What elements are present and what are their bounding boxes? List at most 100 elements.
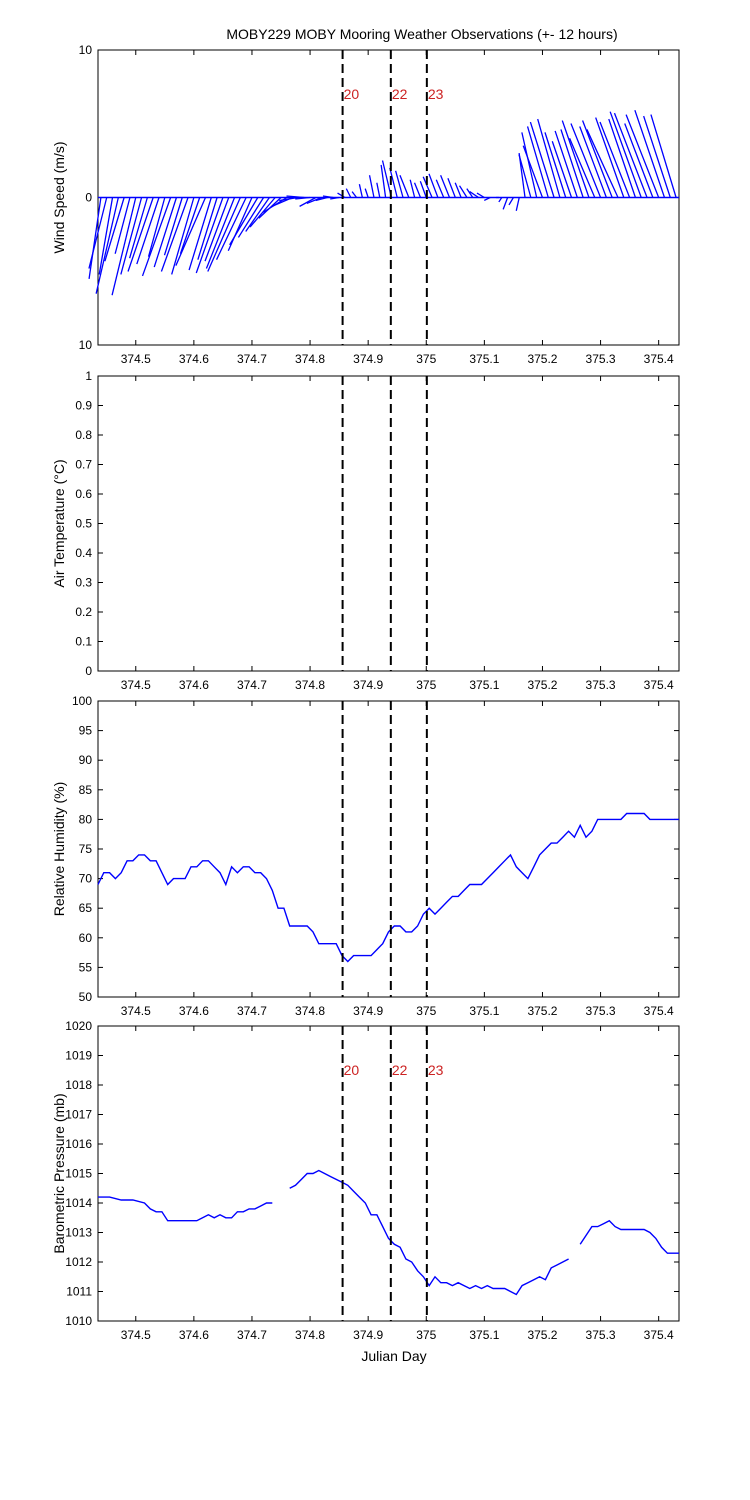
wind-vector	[136, 197, 160, 265]
wind-vector	[544, 132, 567, 198]
y-tick-label: 60	[79, 931, 93, 945]
wind-vector	[299, 196, 317, 207]
wind-vector	[440, 175, 451, 198]
x-tick-label: 374.8	[295, 1004, 325, 1018]
y-tick-label: 50	[79, 990, 93, 1004]
wind-vector	[399, 175, 410, 198]
y-tick-label: 1011	[66, 1285, 92, 1299]
y-tick-label: 0.7	[75, 458, 92, 472]
x-tick-label: 374.7	[237, 352, 267, 366]
y-tick-label: 0.1	[75, 635, 92, 649]
x-tick-label: 374.8	[295, 352, 325, 366]
y-tick-label: 1020	[65, 1019, 92, 1033]
wind-vector	[508, 197, 514, 206]
y-tick-label: 10	[79, 338, 93, 352]
wind-vector	[249, 197, 276, 228]
wind-vector	[120, 197, 143, 275]
y-tick-label: 0.2	[75, 605, 92, 619]
x-tick-label: 375.3	[586, 678, 616, 692]
x-tick-label: 375.4	[644, 678, 674, 692]
event-label: 23	[428, 1062, 444, 1078]
wind-vector	[428, 173, 439, 198]
wind-vector	[279, 196, 299, 202]
y-tick-label: 10	[79, 43, 93, 57]
wind-vector	[380, 164, 387, 198]
x-tick-label: 374.5	[121, 352, 151, 366]
wind-vector	[469, 191, 479, 199]
wind-vector	[526, 126, 549, 198]
wind-vector	[389, 167, 398, 198]
wind-vector	[515, 197, 520, 211]
wind-vector	[322, 195, 334, 199]
wind-vector	[351, 191, 358, 198]
wind-vector	[466, 188, 474, 198]
x-tick-label: 375.2	[527, 1328, 557, 1342]
wind-vector	[561, 120, 590, 198]
y-tick-label: 1017	[65, 1108, 92, 1122]
y-tick-label: 90	[79, 753, 93, 767]
wind-vector	[579, 126, 607, 198]
y-tick-label: 0	[85, 191, 92, 205]
y-tick-label: 1015	[65, 1167, 92, 1181]
wind-vector	[188, 197, 212, 271]
wind-vector	[229, 197, 259, 246]
wind-vector	[483, 196, 491, 202]
relative_humidity-line	[97, 812, 679, 963]
y-axis-label: Wind Speed (m/s)	[51, 141, 67, 253]
y-tick-label: 80	[79, 812, 93, 826]
x-tick-label: 374.9	[353, 352, 383, 366]
x-tick-label: 374.6	[179, 1004, 209, 1018]
x-tick-label: 374.6	[179, 1328, 209, 1342]
y-tick-label: 1018	[65, 1078, 92, 1092]
wind-vector	[160, 197, 189, 272]
wind-vector	[624, 123, 654, 198]
wind-vector	[435, 179, 445, 198]
wind-vector	[643, 115, 671, 198]
y-tick-label: 55	[79, 960, 93, 974]
wind-vector	[454, 182, 462, 198]
wind-vector	[88, 197, 108, 269]
wind-vector	[518, 154, 532, 198]
event-label: 20	[344, 86, 360, 102]
wind-vector	[634, 109, 666, 198]
wind-vector	[570, 123, 602, 198]
y-tick-label: 65	[79, 901, 93, 915]
wind-vector	[88, 197, 102, 279]
y-axis-label: Barometric Pressure (mb)	[51, 1093, 67, 1253]
wind-vector	[599, 121, 631, 198]
wind-vector	[114, 197, 131, 254]
wind-vector	[376, 182, 381, 198]
wind-vector	[560, 129, 584, 198]
wind-vector	[315, 196, 328, 202]
wind-vector	[551, 141, 573, 198]
wind-vector	[205, 197, 236, 269]
pressure-line-segment	[289, 1169, 569, 1296]
wind-vector	[163, 197, 183, 256]
wind-vector	[609, 111, 642, 198]
x-axis-label: Julian Day	[361, 1348, 426, 1364]
y-tick-label: 1013	[65, 1226, 92, 1240]
x-tick-label: 375.1	[469, 1328, 499, 1342]
wind-vector	[595, 117, 625, 198]
wind-vector	[476, 192, 485, 199]
y-tick-label: 0.5	[75, 517, 92, 531]
y-tick-label: 1014	[65, 1196, 92, 1210]
y-tick-label: 75	[79, 842, 93, 856]
y-tick-label: 1012	[65, 1255, 92, 1269]
y-tick-label: 0.4	[75, 546, 92, 560]
y-tick-label: 0.6	[75, 487, 92, 501]
x-tick-label: 374.8	[295, 1328, 325, 1342]
wind-vector	[215, 197, 247, 260]
wind-vector	[345, 188, 352, 198]
wind-vector	[537, 118, 561, 198]
figure-title: MOBY229 MOBY Mooring Weather Observation…	[226, 26, 617, 42]
wind-vector	[207, 197, 241, 272]
pressure-line-segment	[98, 1196, 273, 1222]
x-tick-label: 374.5	[121, 1004, 151, 1018]
event-label: 22	[392, 86, 408, 102]
wind-vector	[237, 197, 265, 238]
x-tick-label: 375.3	[586, 352, 616, 366]
panel-relative_humidity: 374.5 374.6 374.7 374.8 374.9 375 375.1 375.2 37…	[51, 694, 680, 1018]
wind-vector	[498, 197, 503, 203]
